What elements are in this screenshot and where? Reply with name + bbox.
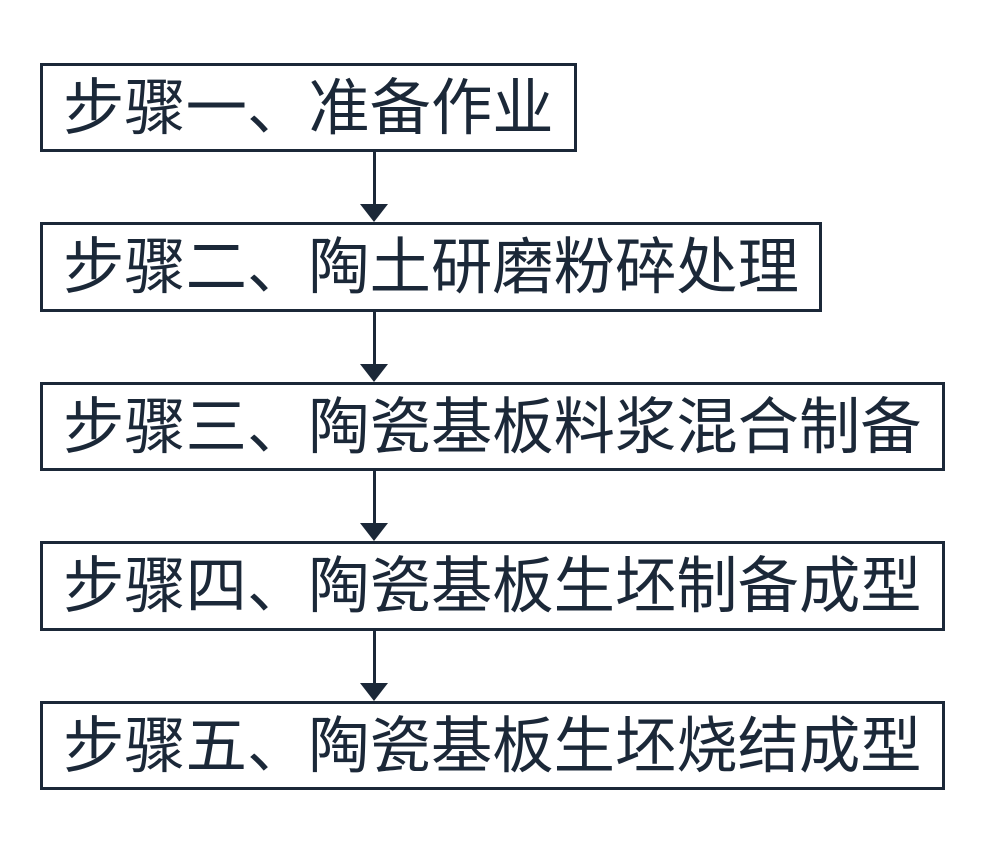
arrow-container-3 (40, 471, 960, 541)
arrow-container-2 (40, 312, 960, 382)
step-box-1: 步骤一、准备作业 (40, 63, 577, 152)
arrow-head-icon (360, 523, 388, 541)
arrow-1 (360, 152, 388, 222)
arrow-head-icon (360, 204, 388, 222)
arrow-2 (360, 312, 388, 382)
step-label: 步骤四、陶瓷基板生坯制备成型 (63, 552, 922, 619)
arrow-4 (360, 631, 388, 701)
arrow-head-icon (360, 364, 388, 382)
step-box-5: 步骤五、陶瓷基板生坯烧结成型 (40, 701, 945, 790)
step-box-2: 步骤二、陶土研磨粉碎处理 (40, 222, 822, 311)
step-box-4: 步骤四、陶瓷基板生坯制备成型 (40, 541, 945, 630)
arrow-head-icon (360, 683, 388, 701)
arrow-line (373, 471, 376, 523)
step-label: 步骤五、陶瓷基板生坯烧结成型 (63, 712, 922, 779)
step-label: 步骤二、陶土研磨粉碎处理 (63, 233, 799, 300)
step-label: 步骤三、陶瓷基板料浆混合制备 (63, 393, 922, 460)
arrow-container-1 (40, 152, 960, 222)
arrow-line (373, 152, 376, 204)
step-box-3: 步骤三、陶瓷基板料浆混合制备 (40, 382, 945, 471)
arrow-container-4 (40, 631, 960, 701)
flowchart-container: 步骤一、准备作业 步骤二、陶土研磨粉碎处理 步骤三、陶瓷基板料浆混合制备 步骤四… (40, 63, 960, 790)
arrow-line (373, 631, 376, 683)
arrow-3 (360, 471, 388, 541)
step-label: 步骤一、准备作业 (63, 74, 554, 141)
arrow-line (373, 312, 376, 364)
